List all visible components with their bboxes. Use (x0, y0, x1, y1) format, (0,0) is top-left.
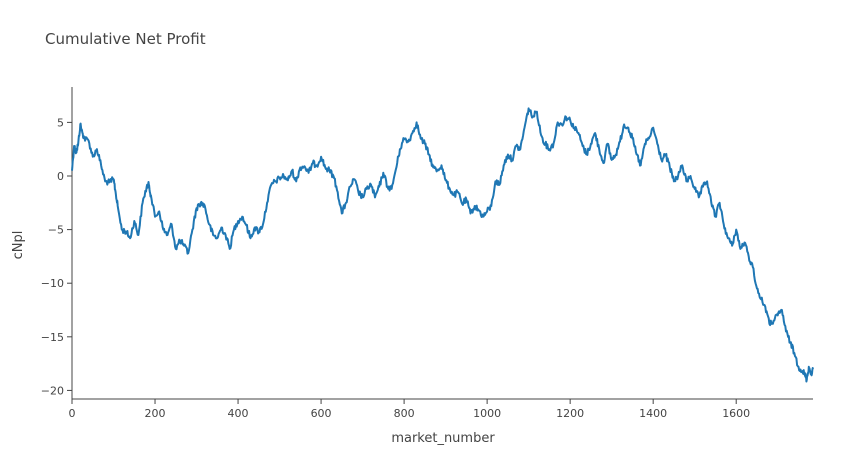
chart-title: Cumulative Net Profit (45, 30, 206, 48)
series-layer (71, 107, 814, 383)
x-tick-label: 200 (145, 407, 166, 420)
y-tick-label: −10 (41, 277, 64, 290)
x-tick-label: 1200 (556, 407, 584, 420)
y-axis-ticks: 5 0 −5 −10 −15 −20 (41, 116, 72, 397)
x-tick-label: 1000 (473, 407, 501, 420)
x-axis-title: market_number (391, 431, 495, 446)
y-axis-title: cNpl (11, 231, 26, 260)
y-tick-label: −15 (41, 331, 64, 344)
y-tick-label: 0 (57, 170, 64, 183)
x-tick-label: 600 (311, 407, 332, 420)
x-tick-label: 0 (69, 407, 76, 420)
x-axis-ticks: 0 200 400 600 800 1000 1200 1400 1600 (69, 399, 750, 420)
y-tick-label: −20 (41, 384, 64, 397)
x-tick-label: 1400 (639, 407, 667, 420)
x-tick-label: 1600 (722, 407, 750, 420)
y-tick-label: 5 (57, 116, 64, 129)
series-line (71, 107, 814, 383)
x-tick-label: 800 (394, 407, 415, 420)
y-tick-label: −5 (48, 224, 64, 237)
x-tick-label: 400 (228, 407, 249, 420)
plot-area: 5 0 −5 −10 −15 −20 0 200 400 600 800 1000 1200 1400 1… (41, 87, 814, 420)
